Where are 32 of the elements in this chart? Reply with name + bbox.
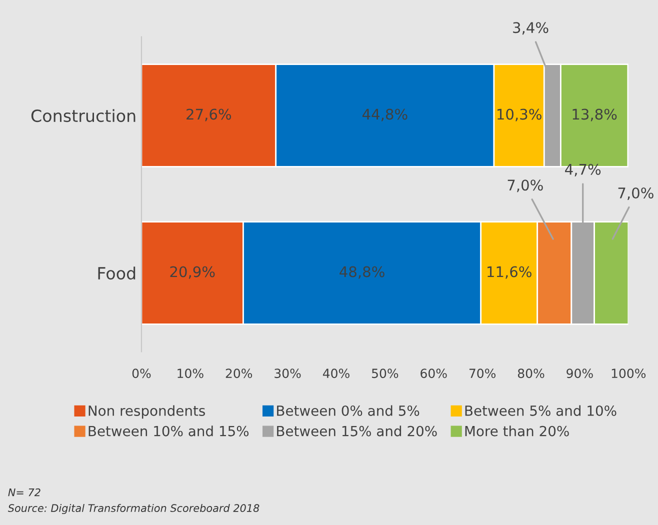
x-tick-label: 10%	[178, 368, 204, 378]
legend-label: Between 5% and 10%	[465, 405, 616, 416]
x-tick-label: 40%	[322, 368, 350, 378]
data-label: 48,8%	[340, 266, 384, 279]
data-label: 3,4%	[513, 22, 548, 35]
legend-label: Non respondents	[88, 405, 205, 419]
data-label: 20,9%	[170, 266, 215, 279]
data-label: 4,7%	[565, 164, 601, 176]
data-label: 27,6%	[186, 108, 232, 122]
data-label: 10,3%	[498, 108, 542, 122]
data-label: 44,8%	[362, 108, 408, 122]
legend-label: Between 10% and 15%	[88, 426, 249, 436]
legend-label: More than 20%	[465, 426, 569, 436]
x-tick-label: 20%	[226, 368, 252, 378]
x-tick-label: 70%	[469, 368, 496, 378]
x-tick-label: 50%	[372, 368, 398, 378]
data-label: 7,0%	[508, 180, 543, 192]
x-tick-label: 80%	[518, 368, 544, 378]
x-tick-label: 0%	[132, 368, 151, 378]
legend-label: Between 0% and 5%	[277, 405, 420, 416]
text: N= 72	[8, 488, 40, 496]
x-tick-label: 60%	[420, 368, 447, 378]
data-label: 7,0%	[618, 187, 654, 200]
y-tick-label: Construction	[31, 109, 136, 122]
y-tick-label: Food	[98, 266, 136, 280]
x-tick-label: 30%	[274, 368, 301, 378]
data-label: 11,6%	[488, 266, 532, 279]
x-tick-label: 90%	[566, 368, 593, 378]
source-note: Source: Digital Transformation Scoreboard 2018	[8, 504, 260, 514]
legend-label: Between 15% and 20%	[277, 426, 437, 436]
data-label: 13,8%	[572, 108, 617, 122]
x-tick-label: 100%	[612, 368, 646, 378]
